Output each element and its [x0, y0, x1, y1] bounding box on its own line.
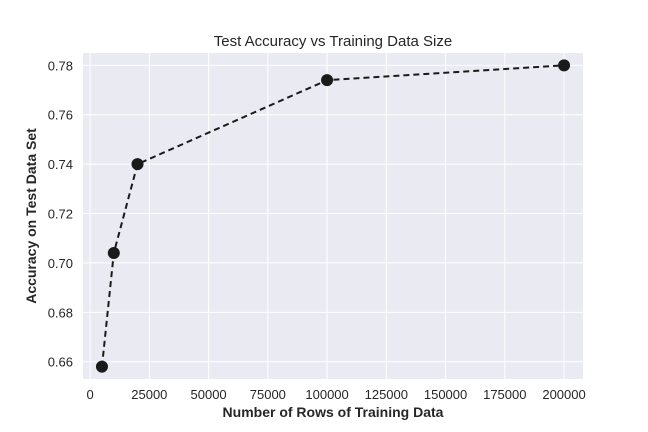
- x-tick-label: 150000: [424, 387, 467, 402]
- y-axis-label: Accuracy on Test Data Set: [23, 128, 39, 304]
- data-point: [107, 247, 120, 260]
- plot-area: [83, 53, 583, 379]
- data-point: [321, 74, 334, 87]
- x-tick-label: 125000: [365, 387, 408, 402]
- x-tick-label: 50000: [191, 387, 227, 402]
- x-tick-label: 200000: [542, 387, 585, 402]
- y-tick-label: 0.74: [48, 157, 73, 172]
- y-tick-label: 0.70: [48, 256, 73, 271]
- y-tick-label: 0.72: [48, 207, 73, 222]
- y-axis-ticks: 0.66 0.68 0.70 0.72 0.74 0.76 0.78: [48, 58, 73, 369]
- gridlines: [83, 53, 583, 379]
- series-line: [100, 64, 565, 367]
- x-tick-label: 175000: [483, 387, 526, 402]
- x-axis-label: Number of Rows of Training Data: [223, 404, 444, 420]
- x-axis-ticks: 0 25000 50000 75000 100000 125000 150000 175000…: [86, 387, 585, 402]
- data-point: [131, 158, 144, 171]
- data-point: [558, 59, 571, 72]
- x-tick-label: 100000: [305, 387, 348, 402]
- data-point: [95, 360, 108, 373]
- y-tick-label: 0.68: [48, 305, 73, 320]
- x-tick-label: 25000: [131, 387, 167, 402]
- chart-title: Test Accuracy vs Training Data Size: [214, 33, 452, 50]
- series: [95, 59, 571, 373]
- x-tick-label: 75000: [250, 387, 286, 402]
- y-tick-label: 0.76: [48, 108, 73, 123]
- y-tick-label: 0.78: [48, 58, 73, 73]
- y-tick-label: 0.66: [48, 355, 73, 370]
- x-tick-label: 0: [86, 387, 93, 402]
